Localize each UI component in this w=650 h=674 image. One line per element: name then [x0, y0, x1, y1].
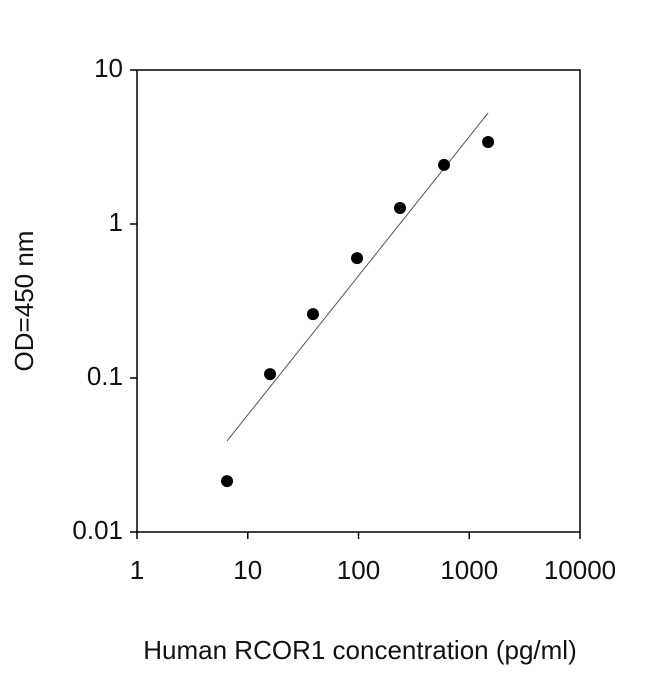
y-tick-label: 1 [109, 207, 123, 237]
data-point [438, 158, 451, 171]
y-tick-label: 0.1 [87, 361, 123, 391]
data-point [221, 475, 234, 488]
y-tick-label: 10 [94, 53, 123, 83]
y-axis-label: OD=450 nm [9, 231, 39, 372]
data-point [351, 252, 364, 265]
data-point [306, 308, 319, 321]
x-axis-label: Human RCOR1 concentration (pg/ml) [143, 635, 577, 665]
data-point [394, 202, 407, 215]
plot-frame [136, 69, 581, 533]
y-tick-label: 0.01 [72, 515, 123, 545]
x-tick-label: 10000 [544, 555, 616, 585]
x-tick-label: 100 [337, 555, 380, 585]
x-tick-label: 1 [130, 555, 144, 585]
x-tick-label: 1000 [440, 555, 498, 585]
data-point [482, 135, 495, 148]
x-tick-label: 10 [233, 555, 262, 585]
data-point [264, 368, 277, 381]
